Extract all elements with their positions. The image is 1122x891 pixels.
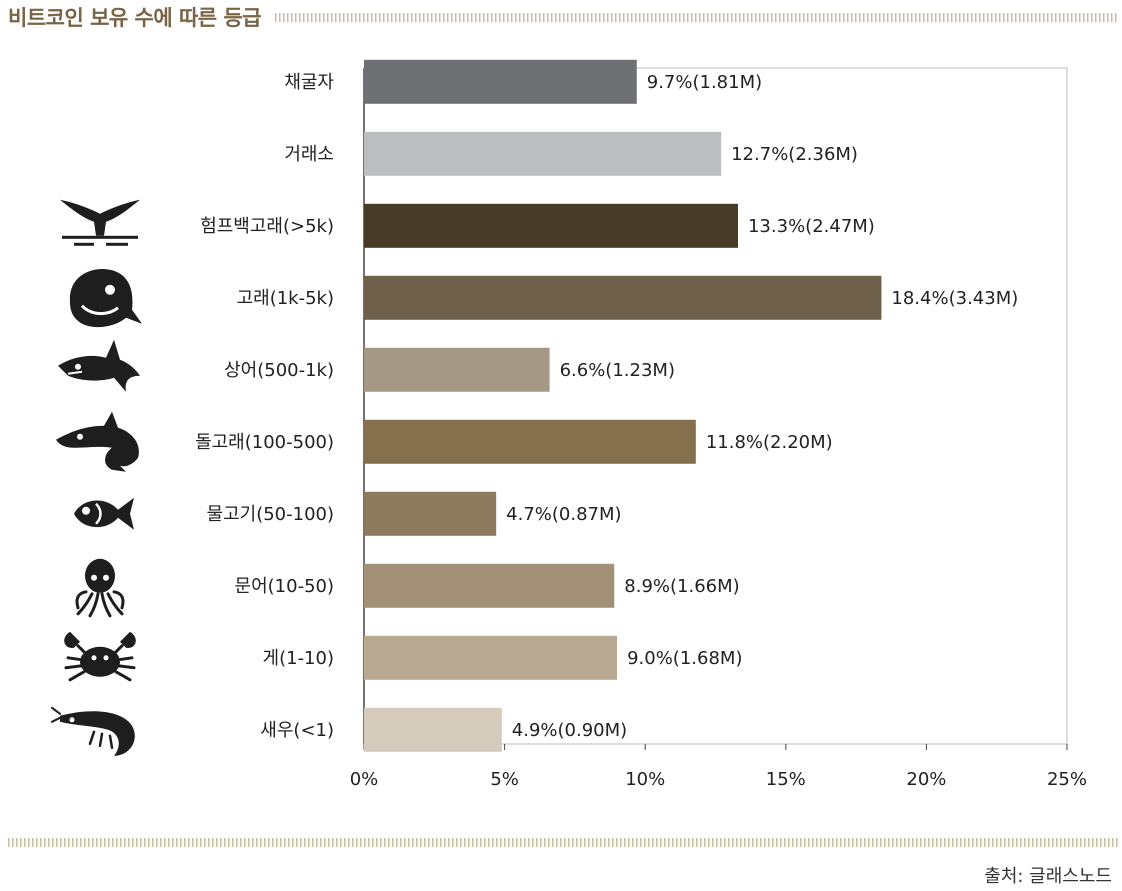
bar-row: 게(1-10) 9.0%(1.68M) [263,635,742,680]
bar [364,59,637,104]
bar-row: 거래소 12.7%(2.36M) [284,131,858,176]
footer-decorative-rule [8,838,1118,847]
bar-series: 채굴자 9.7%(1.81M) 거래소 12.7%(2.36M) 험프백고래(>5k) 1… [195,59,1018,752]
category-label: 고래(1k-5k) [237,288,334,309]
category-label: 게(1-10) [263,648,334,669]
bar-row: 상어(500-1k) 6.6%(1.23M) [224,347,675,392]
bar [364,347,550,392]
bar [364,203,738,248]
x-tick-label: 15% [766,769,806,790]
bar-value-label: 6.6%(1.23M) [560,360,675,381]
shark-icon [58,339,140,392]
x-tick-label: 20% [906,769,946,790]
bar-row: 험프백고래(>5k) 13.3%(2.47M) [200,203,875,248]
bar-row: 새우(<1) 4.9%(0.90M) [260,707,627,752]
category-label: 상어(500-1k) [224,360,334,381]
shrimp-icon [51,706,135,756]
category-label: 물고기(50-100) [207,504,334,525]
bar-value-label: 11.8%(2.20M) [706,432,833,453]
bar-value-label: 4.9%(0.90M) [512,720,627,741]
category-label: 험프백고래(>5k) [200,216,334,237]
bar-value-label: 13.3%(2.47M) [748,216,875,237]
x-tick-label: 25% [1047,769,1087,790]
bar-row: 채굴자 9.7%(1.81M) [284,59,762,104]
bar [364,563,615,608]
x-axis-ticks: 0% 5% 10% 15% 20% 25% [350,744,1087,790]
category-label: 거래소 [284,144,334,165]
x-tick-label: 10% [625,769,665,790]
bar [364,491,497,536]
bar-value-label: 9.0%(1.68M) [627,648,742,669]
bar-row: 고래(1k-5k) 18.4%(3.43M) [237,275,1018,320]
chart-header: 비트코인 보유 수에 따른 등급 [8,0,1118,38]
bar-value-label: 4.7%(0.87M) [506,504,621,525]
bar-value-label: 12.7%(2.36M) [731,144,858,165]
bar-value-label: 18.4%(3.43M) [891,288,1018,309]
title-decorative-rule [275,13,1118,22]
category-label: 새우(<1) [260,720,334,741]
x-tick-label: 5% [490,769,519,790]
category-label: 돌고래(100-500) [195,432,334,453]
bar-value-label: 8.9%(1.66M) [624,576,739,597]
bar-row: 문어(10-50) 8.9%(1.66M) [235,563,740,608]
x-tick-label: 0% [350,769,379,790]
octopus-icon [75,558,125,618]
bar [364,419,696,464]
bar-value-label: 9.7%(1.81M) [647,72,762,93]
bar-row: 돌고래(100-500) 11.8%(2.20M) [195,419,833,464]
dolphin-icon [56,411,139,472]
bar-row: 물고기(50-100) 4.7%(0.87M) [207,491,622,536]
bar [364,635,618,680]
fish-icon [74,497,134,530]
category-label: 문어(10-50) [235,576,334,597]
category-label: 채굴자 [284,72,334,93]
bar [364,707,502,752]
source-note: 출처: 글래스노드 [984,866,1112,887]
humpback-whale-tail-icon [60,199,140,246]
bar [364,131,722,176]
bar [364,275,882,320]
chart-title: 비트코인 보유 수에 따른 등급 [8,6,262,30]
whale-icon [69,268,142,328]
crab-icon [64,631,136,682]
